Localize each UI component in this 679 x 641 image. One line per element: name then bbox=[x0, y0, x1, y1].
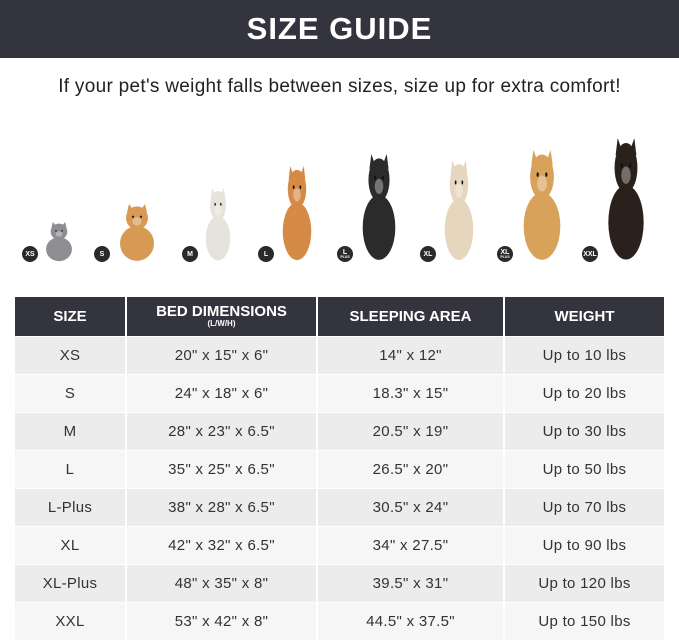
cell-bed-dimensions: 48" x 35" x 8" bbox=[127, 564, 316, 602]
cell-sleeping-area: 18.3" x 15" bbox=[318, 374, 503, 412]
badge-label: XL bbox=[500, 248, 510, 256]
table-row: S 24" x 18" x 6" 18.3" x 15" Up to 20 lbs bbox=[15, 374, 664, 412]
table-row: XS 20" x 15" x 6" 14" x 12" Up to 10 lbs bbox=[15, 336, 664, 374]
shiba-inu-image bbox=[282, 166, 312, 261]
cell-size: XL bbox=[15, 526, 125, 564]
size-guide-banner: SIZE GUIDE bbox=[0, 0, 679, 58]
golden-retriever-image bbox=[523, 150, 561, 260]
header-bed-dimensions: BED DIMENSIONS (L/W/H) bbox=[127, 297, 316, 336]
size-badge: XL PLUS bbox=[497, 246, 513, 262]
cell-weight: Up to 70 lbs bbox=[505, 488, 664, 526]
cell-bed-dimensions: 42" x 32" x 6.5" bbox=[127, 526, 316, 564]
page-title: SIZE GUIDE bbox=[246, 11, 433, 46]
cell-weight: Up to 10 lbs bbox=[505, 336, 664, 374]
badge-label: XL bbox=[423, 250, 433, 258]
badge-label: XXL bbox=[583, 250, 597, 258]
cell-sleeping-area: 30.5" x 24" bbox=[318, 488, 503, 526]
cell-size: XL-Plus bbox=[15, 564, 125, 602]
size-badge: S bbox=[94, 246, 110, 262]
size-badge: XXL bbox=[582, 246, 598, 262]
table-row: XL 42" x 32" x 6.5" 34" x 27.5" Up to 90 lb… bbox=[15, 526, 664, 564]
table-row: M 28" x 23" x 6.5" 20.5" x 19" Up to 30 lbs bbox=[15, 412, 664, 450]
table-row: XXL 53" x 42" x 8" 44.5" x 37.5" Up to 150 … bbox=[15, 602, 664, 640]
pomeranian-image bbox=[120, 204, 154, 261]
cell-bed-dimensions: 38" x 28" x 6.5" bbox=[127, 488, 316, 526]
badge-sub-label: PLUS bbox=[500, 254, 510, 259]
badge-sub-label: PLUS bbox=[340, 254, 350, 259]
header-bed-dimensions-label: BED DIMENSIONS bbox=[156, 303, 287, 321]
cell-size: XS bbox=[15, 336, 125, 374]
table-row: L 35" x 25" x 6.5" 26.5" x 20" Up to 50 lbs bbox=[15, 450, 664, 488]
table-row: L-Plus 38" x 28" x 6.5" 30.5" x 24" Up to 7… bbox=[15, 488, 664, 526]
header-note: (L/W/H) bbox=[207, 319, 236, 329]
cell-sleeping-area: 26.5" x 20" bbox=[318, 450, 503, 488]
badge-label: S bbox=[99, 250, 105, 258]
cell-weight: Up to 150 lbs bbox=[505, 602, 664, 640]
badge-label: L bbox=[263, 250, 269, 258]
border-collie-image bbox=[362, 154, 396, 260]
cell-sleeping-area: 34" x 27.5" bbox=[318, 526, 503, 564]
cell-size: L bbox=[15, 450, 125, 488]
size-table: SIZE BED DIMENSIONS (L/W/H) SLEEPING AREA… bbox=[13, 297, 666, 640]
cell-size: M bbox=[15, 412, 125, 450]
subtitle: If your pet's weight falls between sizes… bbox=[58, 76, 621, 97]
labrador-image bbox=[444, 160, 474, 260]
badge-label: XS bbox=[25, 250, 35, 258]
cell-sleeping-area: 39.5" x 31" bbox=[318, 564, 503, 602]
cell-sleeping-area: 14" x 12" bbox=[318, 336, 503, 374]
table-row: XL-Plus 48" x 35" x 8" 39.5" x 31" Up to 12… bbox=[15, 564, 664, 602]
cell-weight: Up to 120 lbs bbox=[505, 564, 664, 602]
cell-size: L-Plus bbox=[15, 488, 125, 526]
header-size: SIZE bbox=[15, 297, 125, 336]
cell-sleeping-area: 44.5" x 37.5" bbox=[318, 602, 503, 640]
size-badge: L PLUS bbox=[337, 246, 353, 262]
cell-bed-dimensions: 28" x 23" x 6.5" bbox=[127, 412, 316, 450]
header-weight: WEIGHT bbox=[505, 297, 664, 336]
cell-sleeping-area: 20.5" x 19" bbox=[318, 412, 503, 450]
cell-bed-dimensions: 24" x 18" x 6" bbox=[127, 374, 316, 412]
cell-bed-dimensions: 53" x 42" x 8" bbox=[127, 602, 316, 640]
size-badge: L bbox=[258, 246, 274, 262]
size-badge: XL bbox=[420, 246, 436, 262]
size-badge: M bbox=[182, 246, 198, 262]
cell-weight: Up to 50 lbs bbox=[505, 450, 664, 488]
table-header-row: SIZE BED DIMENSIONS (L/W/H) SLEEPING AREA… bbox=[15, 297, 664, 336]
size-badge: XS bbox=[22, 246, 38, 262]
header-sleeping-area: SLEEPING AREA bbox=[318, 297, 503, 336]
cell-size: S bbox=[15, 374, 125, 412]
badge-label: M bbox=[187, 250, 193, 258]
cell-weight: Up to 30 lbs bbox=[505, 412, 664, 450]
cell-bed-dimensions: 35" x 25" x 6.5" bbox=[127, 450, 316, 488]
cell-weight: Up to 90 lbs bbox=[505, 526, 664, 564]
badge-label: L bbox=[342, 248, 348, 256]
cell-bed-dimensions: 20" x 15" x 6" bbox=[127, 336, 316, 374]
cell-size: XXL bbox=[15, 602, 125, 640]
pet-size-lineup: XS S M L L PLUS XL XL PLUS XXL bbox=[0, 130, 679, 270]
french-bulldog-image bbox=[205, 188, 231, 261]
cell-weight: Up to 20 lbs bbox=[505, 374, 664, 412]
cat-image bbox=[46, 222, 72, 262]
doberman-image bbox=[608, 138, 644, 260]
